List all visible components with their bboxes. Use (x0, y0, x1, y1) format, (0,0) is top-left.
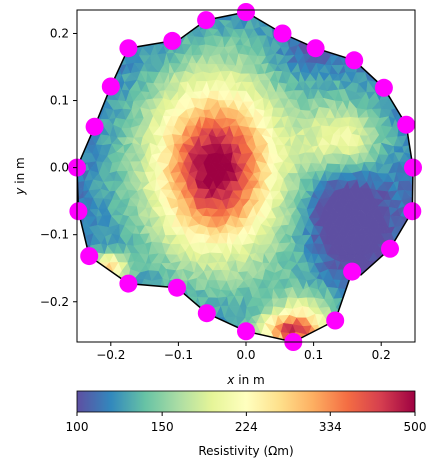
x-tick-label: 0.2 (372, 348, 391, 362)
y-tick-label: 0.0 (50, 161, 69, 175)
electrode-5 (374, 78, 393, 97)
electrode-22 (119, 39, 138, 58)
y-tick-label: −0.2 (40, 295, 69, 309)
colorbar-tick-label: 150 (151, 420, 174, 434)
colorbar-tick-label: 100 (66, 420, 89, 434)
electrode-18 (69, 202, 88, 221)
colorbar-ticks: 100 150 224 334 500 (66, 412, 427, 434)
electrode-3 (306, 39, 325, 58)
electrode-21 (101, 77, 120, 96)
y-tick-label: 0.1 (50, 94, 69, 108)
electrode-9 (381, 239, 399, 258)
colorbar (76, 390, 416, 413)
electrode-4 (345, 51, 364, 70)
electrode-24 (197, 11, 216, 30)
electrode-17 (80, 247, 99, 266)
electrode-6 (397, 115, 416, 134)
x-axis-ticks: −0.2 −0.1 0.0 0.1 0.2 (96, 342, 391, 362)
x-axis-label: x in m (226, 373, 264, 387)
x-tick-label: 0.0 (236, 348, 255, 362)
y-tick-label: 0.2 (50, 26, 69, 40)
electrode-23 (163, 31, 182, 50)
x-tick-label: −0.1 (164, 348, 193, 362)
electrode-11 (326, 311, 345, 330)
electrode-15 (168, 278, 186, 297)
electrode-1 (237, 3, 255, 21)
electrode-20 (85, 117, 104, 136)
electrode-7 (404, 158, 422, 177)
colorbar-tick-label: 334 (319, 420, 342, 434)
electrode-2 (273, 24, 292, 43)
x-tick-label: −0.2 (96, 348, 125, 362)
colorbar-label: Resistivity (Ωm) (198, 444, 293, 458)
electrode-14 (197, 304, 216, 323)
x-tick-label: 0.1 (304, 348, 323, 362)
y-axis-label: y in m (13, 157, 27, 195)
y-tick-label: −0.1 (40, 228, 69, 242)
electrode-10 (343, 262, 362, 281)
colorbar-tick-label: 500 (404, 420, 427, 434)
electrode-16 (119, 274, 138, 293)
y-axis-ticks: 0.2 0.1 0.0 −0.1 −0.2 (40, 26, 77, 309)
colorbar-tick-label: 224 (235, 420, 258, 434)
electrode-13 (237, 322, 255, 341)
electrode-8 (403, 202, 422, 221)
